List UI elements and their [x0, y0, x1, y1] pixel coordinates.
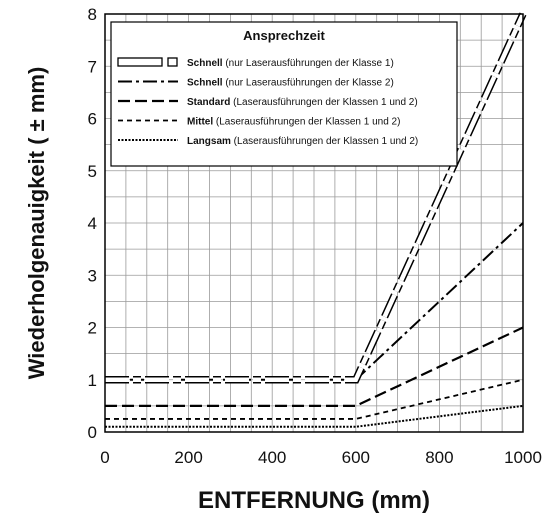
- legend-box: [110, 21, 458, 167]
- x-tick-label: 400: [258, 448, 286, 467]
- y-tick-label: 7: [88, 57, 97, 76]
- legend-entry-name: Mittel: [187, 117, 213, 128]
- series-line-hollow-dash-inner: [105, 13, 526, 382]
- legend-entry-name: Langsam: [187, 136, 231, 147]
- x-tick-label: 200: [174, 448, 202, 467]
- series-line-short-dash: [105, 378, 524, 420]
- x-tick-label: 800: [425, 448, 453, 467]
- x-tick-label: 600: [342, 448, 370, 467]
- legend-entry-desc: (Laserausführungen der Klassen 1 und 2): [230, 97, 417, 108]
- legend-entry-desc: (Laserausführungen der Klassen 1 und 2): [231, 136, 418, 147]
- x-axis-title: ENTFERNUNG (mm): [198, 487, 430, 514]
- legend: Ansprechzeit Schnell (nur Laserausführun…: [110, 21, 458, 167]
- y-tick-label: 4: [88, 214, 97, 233]
- legend-entry-desc: (nur Laserausführungen der Klasse 1): [223, 58, 394, 69]
- legend-swatch-hollow-dash: [117, 57, 163, 67]
- y-tick-label: 1: [88, 371, 97, 390]
- x-tick-label: 1000: [504, 448, 542, 467]
- plot-frame: [104, 13, 524, 433]
- legend-entry-name: Schnell: [187, 78, 223, 89]
- series-group: [105, 12, 527, 428]
- y-tick-label: 3: [88, 266, 97, 285]
- legend-entry-name: Standard: [187, 97, 230, 108]
- legend-title: Ansprechzeit: [243, 28, 325, 43]
- y-tick-label: 0: [88, 423, 97, 442]
- y-tick-label: 5: [88, 162, 97, 181]
- y-axis-title: Wiederholgenauigkeit ( ± mm): [24, 67, 49, 380]
- y-tick-label: 8: [88, 5, 97, 24]
- tick-labels: 0 200 400 600 800 1000 0 1 2 3 4 5 6 7 8: [88, 5, 542, 467]
- legend-entry-label: Schnell (nur Laserausführungen der Klass…: [187, 78, 394, 89]
- legend-entry-label: Schnell (nur Laserausführungen der Klass…: [187, 58, 394, 69]
- legend-entry-desc: (Laserausführungen der Klassen 1 und 2): [213, 117, 400, 128]
- legend-entry-name: Schnell: [187, 58, 223, 69]
- legend-entry-label: Mittel (Laserausführungen der Klassen 1 …: [187, 117, 400, 128]
- legend-entry-label: Langsam (Laserausführungen der Klassen 1…: [187, 136, 418, 147]
- legend-entry-label: Standard (Laserausführungen der Klassen …: [187, 97, 418, 108]
- y-tick-label: 2: [88, 319, 97, 338]
- legend-swatch-hollow-dash-end: [167, 57, 178, 67]
- legend-entry-desc: (nur Laserausführungen der Klasse 2): [223, 78, 394, 89]
- x-tick-label: 0: [100, 448, 109, 467]
- y-tick-label: 6: [88, 110, 97, 129]
- legend-entries: Schnell (nur Laserausführungen der Klass…: [117, 57, 418, 147]
